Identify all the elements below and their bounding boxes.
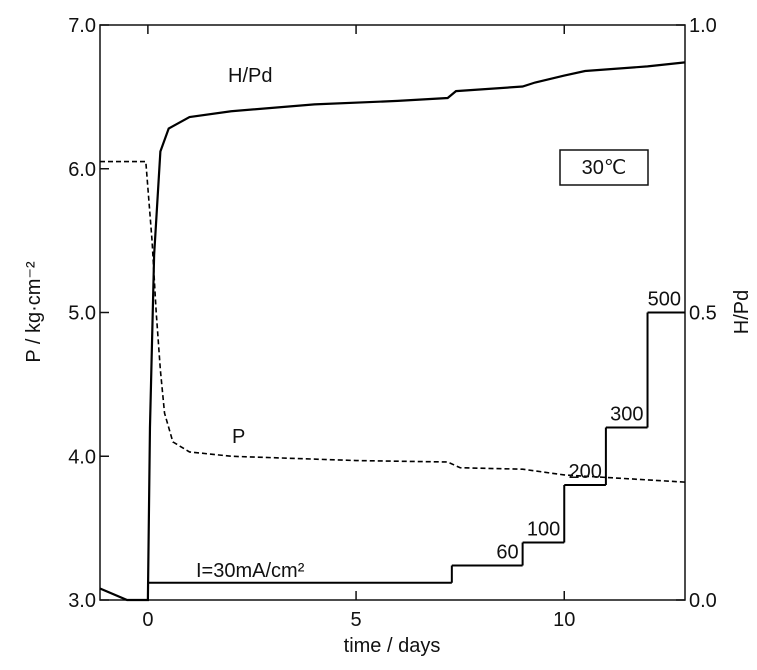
y-tick-label: 5.0: [68, 303, 96, 325]
y-tick-label: 6.0: [68, 159, 96, 181]
y-tick-label: 3.0: [68, 590, 96, 612]
step-label: 200: [569, 461, 602, 483]
step-label: 100: [527, 519, 560, 541]
series-line: [99, 61, 686, 602]
x-tick-label: 0: [142, 609, 153, 631]
step-label: 60: [496, 542, 518, 564]
step-label: 300: [610, 404, 643, 426]
temperature-box: [559, 149, 649, 186]
y2-axis-title: H/Pd: [731, 290, 753, 334]
y2-tick-label: 0.5: [689, 303, 717, 325]
series-label: H/Pd: [228, 65, 272, 87]
y2-tick-label: 0.0: [689, 590, 717, 612]
x-axis-title: time / days: [344, 635, 441, 657]
current-label: I=30mA/cm²: [196, 560, 305, 582]
temperature-label: 30℃: [582, 157, 627, 179]
x-tick-label: 10: [553, 609, 575, 631]
series-line: [100, 160, 686, 483]
x-tick-label: 5: [351, 609, 362, 631]
plot-frame: [99, 24, 686, 601]
y2-tick-label: 1.0: [689, 15, 717, 37]
y-axis-title: P / kg·cm⁻²: [23, 261, 45, 363]
series-label: P: [232, 426, 245, 448]
step-label: 500: [648, 289, 681, 311]
y-tick-label: 7.0: [68, 15, 96, 37]
y-tick-label: 4.0: [68, 446, 96, 468]
